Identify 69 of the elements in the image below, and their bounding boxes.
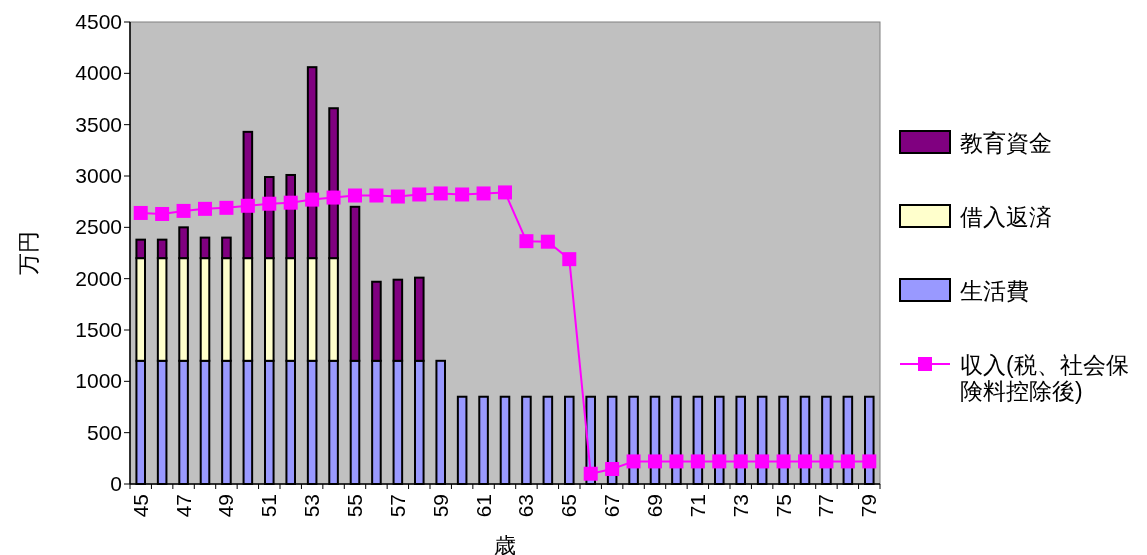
- point: [176, 203, 191, 218]
- x-tick-label: 69: [643, 494, 666, 518]
- legend-label: 借入返済: [960, 204, 1052, 230]
- x-tick-label: 45: [128, 494, 152, 518]
- y-tick-label: 1500: [75, 318, 122, 341]
- point: [498, 185, 512, 200]
- point: [155, 206, 170, 221]
- y-tick-label: 3000: [75, 164, 122, 187]
- point: [755, 454, 770, 469]
- point: [433, 186, 448, 201]
- point: [626, 454, 641, 469]
- x-tick-label: 59: [428, 494, 452, 518]
- point: [540, 234, 555, 249]
- x-tick-label: 71: [685, 494, 709, 518]
- point: [283, 195, 298, 210]
- point: [305, 192, 320, 207]
- legend-label: 教育資金: [960, 130, 1052, 156]
- point: [133, 205, 148, 220]
- y-tick-label: 1000: [75, 369, 122, 393]
- point: [776, 454, 791, 469]
- point: [390, 189, 405, 204]
- point: [412, 187, 427, 202]
- x-tick-label: 67: [600, 494, 624, 518]
- point: [798, 454, 812, 469]
- point: [840, 454, 855, 469]
- y-axis-title: 万円: [16, 231, 41, 275]
- point: [605, 462, 620, 477]
- y-tick-label: 4500: [75, 10, 122, 33]
- point: [240, 198, 255, 213]
- y-tick-label: 500: [86, 420, 122, 444]
- point: [219, 200, 234, 215]
- point: [669, 454, 684, 469]
- point: [712, 454, 727, 469]
- point: [455, 187, 470, 202]
- point: [348, 188, 362, 203]
- x-tick-label: 73: [728, 494, 752, 518]
- x-tick-label: 79: [857, 494, 881, 518]
- point: [369, 188, 384, 203]
- point: [819, 454, 834, 469]
- y-tick-label: 0: [110, 472, 122, 495]
- y-tick-label: 2500: [75, 215, 122, 239]
- x-tick-label: 49: [214, 494, 238, 518]
- x-tick-label: 55: [343, 494, 366, 518]
- y-tick-label: 4000: [75, 61, 122, 85]
- x-tick-label: 63: [514, 494, 538, 518]
- x-tick-label: 77: [814, 494, 838, 518]
- point: [583, 466, 598, 481]
- point: [198, 201, 212, 216]
- y-tick-label: 3500: [75, 112, 122, 136]
- x-tick-label: 53: [300, 494, 324, 518]
- point: [862, 454, 877, 469]
- x-tick-label: 75: [771, 494, 795, 518]
- point: [476, 186, 491, 201]
- x-tick-label: 51: [257, 494, 281, 518]
- point: [519, 234, 534, 249]
- legend-label: 収入(税、社会保険料控除後): [960, 352, 1129, 404]
- point: [690, 454, 705, 469]
- x-tick-label: 47: [171, 494, 195, 518]
- y-tick-label: 2000: [75, 266, 122, 290]
- legend-label: 生活費: [960, 278, 1029, 304]
- point: [326, 190, 341, 205]
- point: [562, 252, 577, 267]
- x-tick-label: 61: [471, 494, 495, 518]
- point: [648, 454, 662, 469]
- point: [262, 196, 277, 211]
- point: [733, 454, 748, 469]
- x-tick-label: 65: [557, 494, 581, 518]
- x-axis-title: 歳: [494, 533, 516, 555]
- x-tick-label: 57: [385, 494, 409, 518]
